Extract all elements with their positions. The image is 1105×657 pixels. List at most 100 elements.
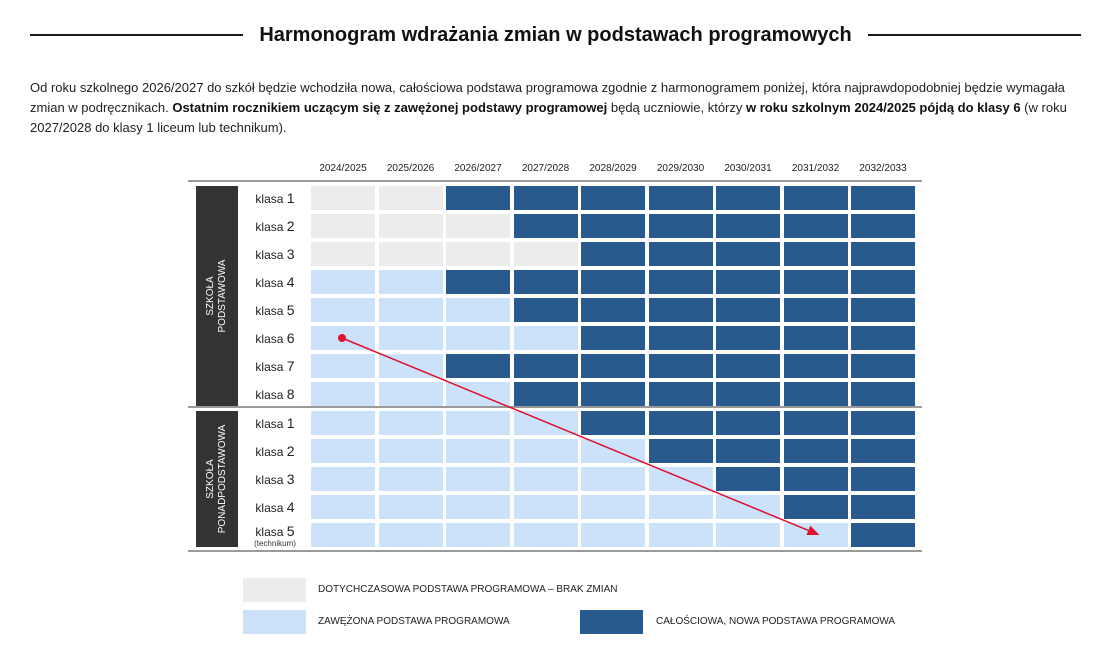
schedule-cell-new (581, 270, 645, 294)
year-header: 2025/2026 (386, 163, 435, 174)
schedule-cell-narrowed (378, 326, 443, 350)
row-label-prefix: klasa (255, 417, 287, 431)
schedule-cell-new (851, 298, 915, 322)
arrow-start-dot (338, 334, 346, 342)
schedule-cell-new (783, 298, 848, 322)
schedule-cell-new (716, 186, 780, 210)
schedule-cell-narrowed (446, 523, 510, 547)
row-label-number: 7 (286, 358, 295, 374)
schedule-cell-new (783, 242, 848, 266)
row-label-prefix: klasa (255, 276, 287, 290)
schedule-cell-new (851, 270, 915, 294)
row-label-prefix: klasa (255, 220, 287, 234)
schedule-cell-narrowed (311, 298, 375, 322)
schedule-cell-narrowed (378, 298, 443, 322)
schedule-cell-old (378, 214, 443, 238)
year-header: 2026/2027 (454, 163, 502, 174)
schedule-cell-new (648, 186, 713, 210)
schedule-cell-narrowed (378, 495, 443, 519)
schedule-cell-narrowed (446, 411, 510, 435)
schedule-cell-new (783, 467, 848, 491)
legend-swatch-new (580, 610, 643, 634)
row-label-prefix: klasa (255, 360, 287, 374)
row-label: klasa 8 (240, 386, 310, 402)
intro-text-3: (w roku 2027/2028 do klasy 1 liceum lub … (30, 100, 1067, 135)
row-label: klasa 3 (240, 246, 310, 262)
schedule-cell-narrowed (513, 467, 578, 491)
schedule-cell-new (716, 354, 780, 378)
schedule-cell-narrowed (311, 495, 375, 519)
schedule-cell-new (648, 326, 713, 350)
schedule-cell-new (716, 270, 780, 294)
schedule-cell-new (446, 354, 510, 378)
schedule-cell-new (513, 382, 578, 406)
schedule-cell-new (513, 214, 578, 238)
row-label-number: 8 (286, 386, 295, 402)
schedule-cell-new (851, 186, 915, 210)
row-label-number: 5 (286, 302, 295, 318)
row-label-prefix: klasa (255, 473, 287, 487)
title-row: Harmonogram wdrażania zmian w podstawach… (30, 22, 1081, 48)
schedule-cell-new (648, 439, 713, 463)
page-title: Harmonogram wdrażania zmian w podstawach… (259, 23, 852, 46)
year-header: 2027/2028 (521, 163, 570, 174)
schedule-cell-narrowed (648, 523, 713, 547)
schedule-cell-new (648, 270, 713, 294)
schedule-cell-narrowed (311, 523, 375, 547)
row-label: klasa 1 (240, 190, 310, 206)
schedule-cell-new (851, 467, 915, 491)
arrow-head (806, 525, 820, 536)
schedule-cell-old (446, 242, 510, 266)
schedule-cell-narrowed (311, 439, 375, 463)
schedule-cell-new (783, 354, 848, 378)
schedule-cell-old (446, 214, 510, 238)
row-label-number: 4 (286, 274, 295, 290)
schedule-cell-new (716, 439, 780, 463)
schedule-cell-narrowed (378, 439, 443, 463)
schedule-cell-new (851, 214, 915, 238)
row-label: klasa 5 (technikum) (240, 523, 310, 548)
schedule-cell-new (716, 326, 780, 350)
row-label: klasa 2 (240, 218, 310, 234)
row-label-number: 3 (286, 246, 295, 262)
legend-label-new: CAŁOŚCIOWA, NOWA PODSTAWA PROGRAMOWA (656, 616, 896, 627)
schedule-cell-new (581, 242, 645, 266)
row-label-prefix: klasa (255, 248, 287, 262)
schedule-cell-new (446, 270, 510, 294)
schedule-cell-narrowed (648, 495, 713, 519)
schedule-cell-new (513, 298, 578, 322)
schedule-cell-new (851, 242, 915, 266)
year-header: 2024/2025 (319, 163, 367, 174)
schedule-cell-new (648, 354, 713, 378)
year-header: 2032/2033 (859, 163, 907, 174)
schedule-cell-narrowed (311, 270, 375, 294)
row-label: klasa 2 (240, 443, 310, 459)
schedule-cell-new (851, 411, 915, 435)
schedule-cell-new (851, 326, 915, 350)
schedule-cell-new (851, 354, 915, 378)
schedule-cell-narrowed (378, 382, 443, 406)
schedule-cell-narrowed (378, 467, 443, 491)
schedule-cell-old (378, 186, 443, 210)
schedule-cell-new (513, 354, 578, 378)
row-label-sub: (technikum) (254, 539, 296, 548)
schedule-cell-narrowed (513, 439, 578, 463)
schedule-cell-new (648, 214, 713, 238)
group-sidebar: SZKOŁA PONADPODSTAWOWA (196, 411, 238, 547)
schedule-cell-new (783, 382, 848, 406)
row-label-prefix: klasa (255, 304, 287, 318)
schedule-cell-new (716, 467, 780, 491)
schedule-cell-old (311, 186, 375, 210)
row-label-prefix: klasa (255, 525, 287, 539)
schedule-cell-new (716, 411, 780, 435)
row-label: klasa 4 (240, 499, 310, 515)
schedule-cell-narrowed (513, 326, 578, 350)
title-rule-right (867, 34, 1081, 36)
legend-swatch-narrowed (243, 610, 306, 634)
schedule-cell-new (783, 326, 848, 350)
schedule-cell-new (581, 411, 645, 435)
row-label: klasa 6 (240, 330, 310, 346)
row-label-prefix: klasa (255, 332, 287, 346)
